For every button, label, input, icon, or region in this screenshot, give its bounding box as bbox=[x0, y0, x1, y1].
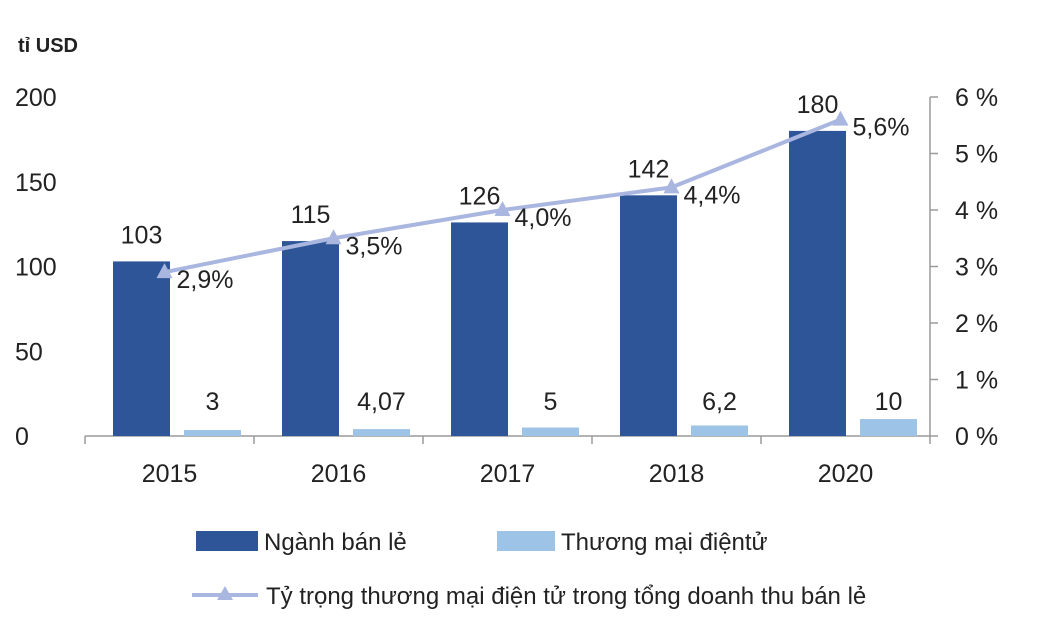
plot-area: 0 50 100 150 200 0 % 1 % 2 % 3 % 4 % 5 % 6 % 2015 201… bbox=[15, 84, 998, 488]
x-tick-label: 2017 bbox=[480, 460, 536, 488]
data-label-retail: 126 bbox=[459, 182, 501, 210]
x-tick-label: 2015 bbox=[142, 460, 198, 488]
data-label-share: 3,5% bbox=[346, 232, 403, 260]
data-label-ecommerce: 4,07 bbox=[357, 388, 406, 416]
y-tick-label: 200 bbox=[15, 84, 57, 112]
data-label-share: 4,4% bbox=[684, 181, 741, 209]
y2-tick-label: 2 % bbox=[955, 310, 998, 338]
data-label-share: 4,0% bbox=[515, 204, 572, 232]
y2-tick-label: 5 % bbox=[955, 141, 998, 169]
data-label-ecommerce: 10 bbox=[875, 388, 903, 416]
bar-retail bbox=[282, 241, 339, 436]
data-label-ecommerce: 5 bbox=[544, 388, 558, 416]
legend-marker-share bbox=[217, 586, 233, 600]
marker-share bbox=[156, 263, 173, 279]
y-tick-label: 150 bbox=[15, 169, 57, 197]
data-label-ecommerce: 3 bbox=[206, 388, 220, 416]
marker-share bbox=[325, 229, 342, 245]
marker-share bbox=[832, 110, 849, 126]
x-tick-label: 2018 bbox=[649, 460, 705, 488]
legend: Ngành bán lẻ Thương mại điệntử Tỷ trọng … bbox=[192, 529, 866, 610]
legend-label-ecommerce: Thương mại điệntử bbox=[561, 529, 768, 556]
legend-swatch-retail bbox=[196, 531, 258, 551]
data-label-ecommerce: 6,2 bbox=[702, 388, 737, 416]
y2-tick-label: 1 % bbox=[955, 367, 998, 395]
bar-ecommerce bbox=[691, 425, 748, 436]
data-label-retail: 142 bbox=[628, 155, 670, 183]
data-label-share: 5,6% bbox=[853, 114, 910, 142]
bar-ecommerce bbox=[353, 429, 410, 436]
legend-label-retail: Ngành bán lẻ bbox=[264, 529, 407, 556]
y-tick-label: 100 bbox=[15, 254, 57, 282]
bar-ecommerce bbox=[522, 427, 579, 436]
y2-tick-label: 4 % bbox=[955, 197, 998, 225]
y2-tick-label: 0 % bbox=[955, 423, 998, 451]
y-tick-label: 50 bbox=[15, 338, 43, 366]
marker-share bbox=[494, 201, 511, 216]
bar-retail bbox=[451, 222, 508, 436]
marker-share bbox=[663, 178, 680, 194]
y2-tick-label: 3 % bbox=[955, 254, 998, 282]
data-label-share: 2,9% bbox=[177, 266, 234, 294]
bar-ecommerce bbox=[860, 419, 917, 436]
x-tick-label: 2020 bbox=[818, 460, 874, 488]
bar-retail bbox=[113, 261, 170, 436]
legend-swatch-ecommerce bbox=[497, 531, 555, 551]
data-label-retail: 115 bbox=[291, 201, 331, 229]
bar-retail bbox=[620, 195, 677, 436]
bar-retail bbox=[789, 130, 846, 436]
legend-label-share: Tỷ trọng thương mại điện tử trong tổng d… bbox=[266, 583, 866, 610]
data-label-retail: 180 bbox=[797, 91, 839, 119]
bar-ecommerce bbox=[184, 430, 241, 436]
data-label-retail: 103 bbox=[121, 221, 163, 249]
y2-tick-label: 6 % bbox=[955, 84, 998, 112]
x-tick-label: 2016 bbox=[311, 460, 367, 488]
y-tick-label: 0 bbox=[15, 423, 29, 451]
y-axis-unit-label: tỉ USD bbox=[18, 35, 78, 57]
